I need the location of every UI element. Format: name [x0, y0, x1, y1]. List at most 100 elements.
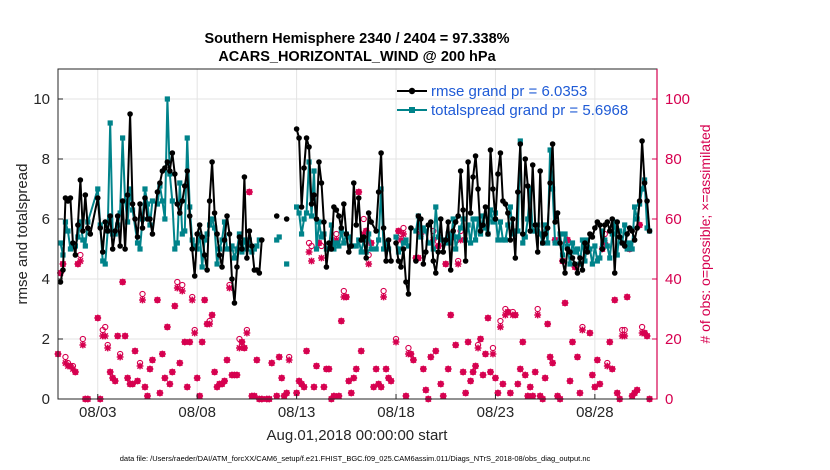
totalspread-point — [318, 234, 325, 240]
rmse-point — [122, 246, 128, 252]
obs-assimilated-point — [305, 248, 313, 256]
rmse-point — [57, 279, 64, 285]
obs-assimilated-point — [71, 368, 79, 376]
rmse-point — [420, 261, 427, 267]
obs-assimilated-point — [198, 338, 206, 346]
totalspread-point — [527, 186, 533, 192]
rmse-point — [341, 201, 347, 207]
rmse-point — [306, 144, 312, 150]
y2-tick-label: 60 — [665, 211, 682, 228]
totalspread-point — [505, 222, 511, 228]
rmse-point — [487, 147, 494, 153]
rmse-point — [229, 276, 235, 282]
obs-assimilated-point — [193, 374, 201, 382]
rmse-point — [259, 237, 265, 243]
totalspread-point — [117, 210, 123, 216]
rmse-point — [137, 201, 143, 207]
totalspread-point — [311, 168, 317, 174]
rmse-point — [353, 222, 360, 228]
rmse-point — [350, 180, 357, 186]
obs-assimilated-point — [536, 392, 544, 400]
rmse-point — [273, 213, 280, 219]
rmse-point — [107, 213, 113, 219]
obs-assimilated-point — [295, 377, 303, 385]
obs-assimilated-point — [623, 293, 631, 301]
obs-assimilated-point — [499, 380, 507, 388]
totalspread-point — [164, 96, 170, 102]
legend-label-totalspread: totalspread grand pr = 5.6968 — [431, 102, 628, 119]
y-tick-label: 10 — [33, 91, 50, 108]
rmse-point — [450, 228, 456, 234]
rmse-point — [172, 171, 178, 177]
rmse-point — [336, 213, 342, 219]
y-tick-label: 6 — [42, 211, 50, 228]
obs-assimilated-point — [531, 368, 539, 376]
obs-assimilated-point — [452, 341, 460, 349]
legend-marker-totalspread — [409, 107, 415, 113]
rmse-point — [557, 240, 563, 246]
totalspread-point — [572, 249, 578, 255]
rmse-point — [383, 258, 389, 264]
obs-assimilated-point — [447, 311, 455, 319]
rmse-point — [569, 255, 576, 261]
obs-assimilated-point — [574, 353, 581, 361]
rmse-point — [206, 198, 213, 204]
totalspread-point — [120, 135, 126, 141]
rmse-point — [574, 270, 581, 276]
rmse-point — [204, 267, 210, 273]
obs-possible-point — [360, 215, 367, 223]
obs-possible-point — [102, 323, 109, 331]
totalspread-point — [162, 216, 168, 222]
obs-assimilated-point — [494, 389, 502, 397]
obs-assimilated-point — [79, 341, 87, 349]
obs-assimilated-point — [422, 386, 430, 394]
totalspread-point — [629, 246, 635, 252]
obs-assimilated-point — [606, 338, 614, 346]
totalspread-point — [338, 228, 344, 234]
totalspread-point — [199, 264, 205, 270]
obs-assimilated-point — [462, 389, 470, 397]
totalspread-point — [368, 246, 374, 252]
totalspread-point — [472, 237, 479, 243]
obs-assimilated-point — [439, 392, 447, 400]
rmse-point — [534, 249, 541, 255]
rmse-point — [117, 243, 123, 249]
obs-assimilated-point — [245, 188, 253, 196]
rmse-point — [226, 231, 233, 237]
obs-possible-point — [333, 230, 340, 238]
totalspread-point — [477, 231, 484, 237]
rmse-point — [567, 249, 573, 255]
totalspread-point — [144, 201, 151, 207]
obs-assimilated-point — [67, 362, 74, 370]
rmse-point — [216, 252, 223, 258]
obs-assimilated-point — [514, 380, 522, 388]
obs-assimilated-point — [372, 365, 380, 373]
rmse-point — [124, 192, 131, 198]
rmse-point — [559, 258, 566, 264]
totalspread-point — [632, 204, 638, 210]
obs-assimilated-point — [313, 362, 320, 370]
rmse-point — [72, 252, 79, 258]
obs-assimilated-point — [410, 356, 417, 364]
rmse-point — [547, 180, 553, 186]
totalspread-point — [497, 219, 504, 225]
rmse-point — [186, 213, 193, 219]
obs-assimilated-point — [300, 383, 308, 391]
obs-assimilated-point — [564, 236, 571, 244]
obs-assimilated-point — [139, 296, 146, 304]
obs-assimilated-point — [124, 374, 131, 382]
rmse-point — [234, 264, 240, 270]
rmse-point — [430, 258, 437, 264]
rmse-point — [529, 162, 536, 168]
chart-title: Southern Hemisphere 2340 / 2404 = 97.338… — [204, 31, 509, 47]
obs-assimilated-point — [178, 287, 186, 295]
totalspread-point — [403, 237, 409, 243]
ticks: 08/03 08/08 08/13 08/18 08/23 08/280246810020… — [33, 69, 690, 421]
obs-assimilated-point — [454, 260, 462, 268]
obs-assimilated-point — [526, 383, 534, 391]
totalspread-point — [294, 204, 300, 210]
obs-assimilated-point — [320, 383, 328, 391]
obs-assimilated-point — [345, 377, 353, 385]
totalspread-point — [241, 237, 248, 243]
rmse-point — [201, 252, 208, 258]
